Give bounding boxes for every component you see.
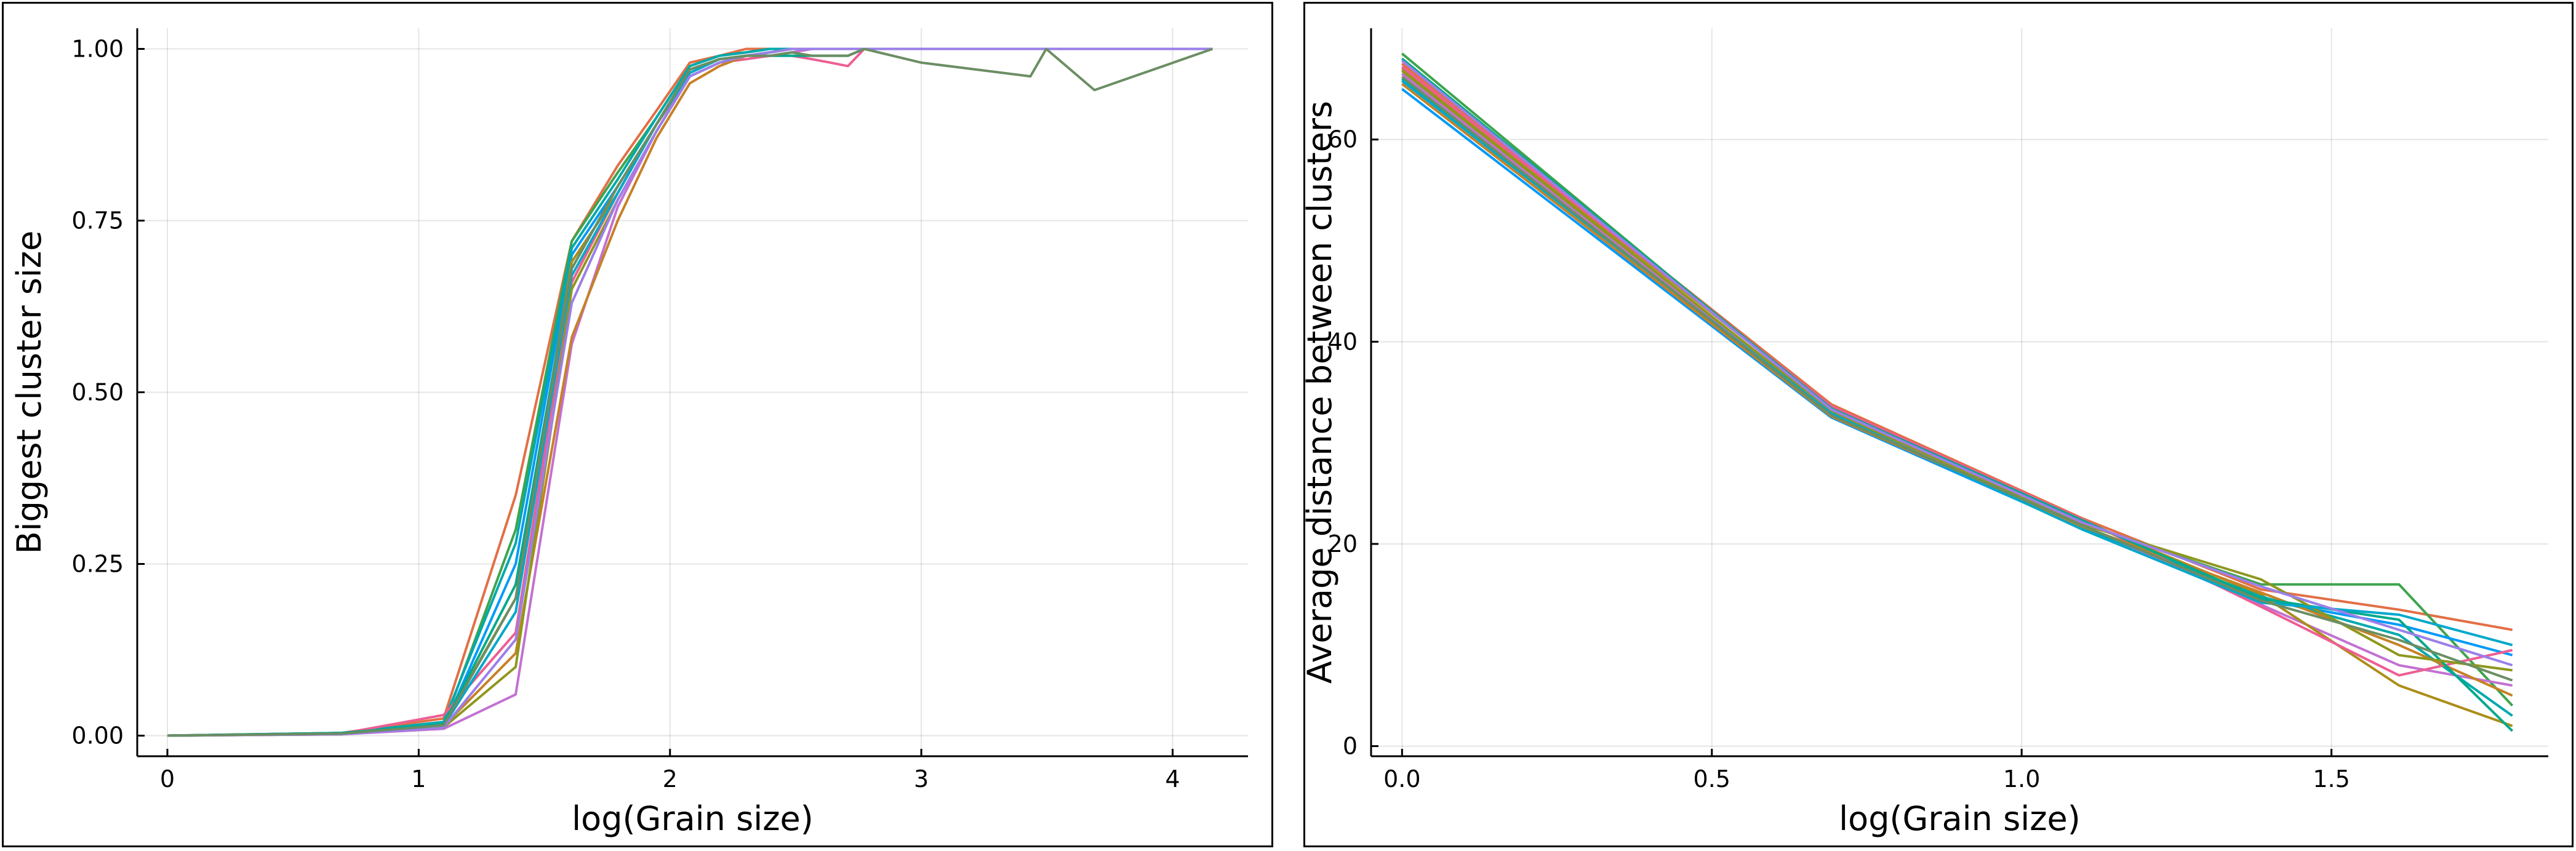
y-tick-label: 40	[1328, 328, 1358, 355]
series-line-13	[167, 47, 1214, 737]
y-tick-label: 1.00	[71, 35, 124, 62]
series-line-4	[1401, 73, 2513, 687]
x-tick-label: 1.5	[2313, 765, 2350, 793]
series-line-11	[1401, 79, 2513, 647]
y-tick-label: 0.00	[71, 722, 124, 749]
y-tick-label: 0.75	[71, 207, 124, 234]
y-tick-label: 20	[1328, 530, 1358, 557]
y-tick-label: 0.50	[71, 379, 124, 406]
y-axis-label: Average distance between clusters	[1305, 101, 1339, 684]
x-tick-label: 1	[411, 765, 426, 793]
series-line-8	[1401, 82, 2513, 697]
x-tick-label: 0	[160, 765, 175, 793]
chart-panel-right: 0.0 0.5 1.0 1.5 0 20 40 60 log(Grain size) Averag…	[1303, 2, 2574, 847]
series-line-10	[1401, 70, 2513, 672]
x-tick-label: 4	[1165, 765, 1180, 793]
x-tick-label: 1.0	[2003, 765, 2040, 793]
series-line-1	[1401, 62, 2513, 631]
series-line-6	[1401, 78, 2513, 717]
chart-right: 0.0 0.5 1.0 1.5 0 20 40 60 log(Grain size) Averag…	[1305, 28, 2548, 838]
series-line-9	[1401, 57, 2514, 732]
x-axis-label: log(Grain size)	[1839, 799, 2081, 838]
x-tick-label: 2	[663, 765, 678, 793]
x-tick-label: 3	[914, 765, 929, 793]
y-tick-label: 0	[1343, 733, 1358, 760]
x-tick-label: 0.0	[1383, 765, 1420, 793]
x-tick-label: 0.5	[1694, 765, 1730, 793]
x-axis-label: log(Grain size)	[572, 799, 814, 838]
chart-panel-left: 0 1 2 3 4 0.00 0.25 0.50 0.75 1.00 log(Grain size)…	[2, 2, 1273, 847]
series-line-2	[1401, 52, 2514, 707]
series-line-12	[1401, 60, 2513, 667]
series-line-12	[167, 47, 1213, 737]
y-tick-label: 0.25	[71, 551, 124, 578]
series-line-13	[1401, 76, 2513, 682]
series-line-3	[1401, 88, 2513, 657]
chart-left: 0 1 2 3 4 0.00 0.25 0.50 0.75 1.00 log(Grain size)…	[10, 28, 1248, 838]
y-tick-label: 60	[1328, 126, 1358, 153]
y-axis-label: Biggest cluster size	[10, 231, 49, 554]
